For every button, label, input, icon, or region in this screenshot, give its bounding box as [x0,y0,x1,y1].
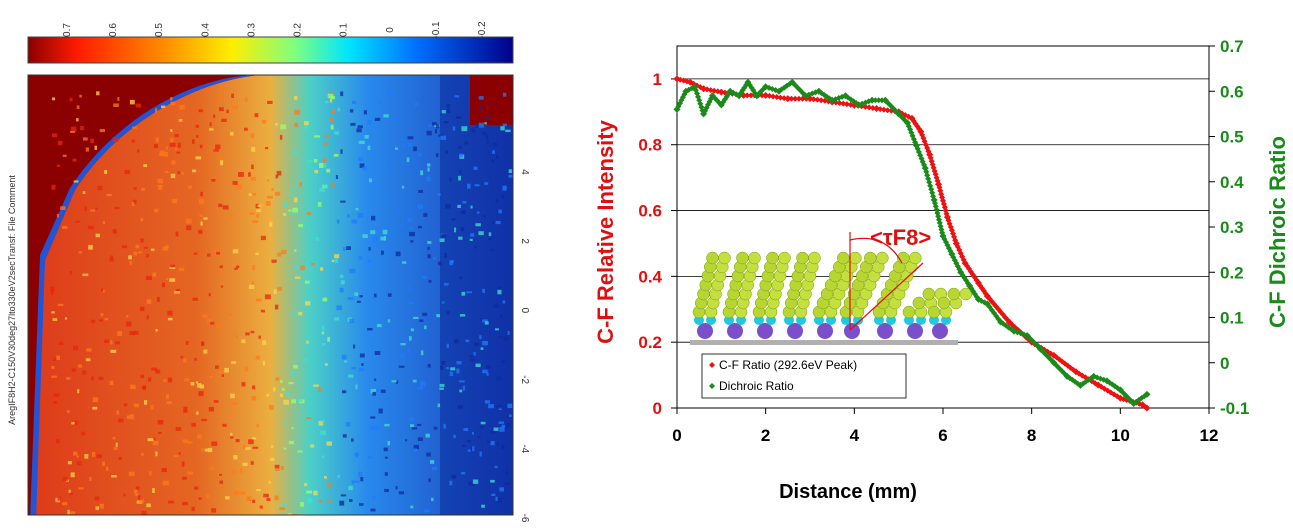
y-axis-ticks: 0 0.2 0.4 0.6 0.8 1 [638,70,677,418]
y-axis-label: C-F Relative Intensity [593,119,618,343]
colorbar-tick-label: -0.1 [431,21,442,39]
y2-tick-label: -0.1 [1220,399,1249,418]
legend-box [701,353,907,399]
y2-tick-label: 0.5 [1220,128,1244,147]
dichroic-ratio-point [828,96,836,104]
x-tick-label: 4 [850,426,860,445]
y2-tick-label: 0.2 [1220,263,1244,282]
cf-ratio-point [762,91,770,99]
map-y-tick-label: -4 [519,444,530,453]
y-tick-label: 0.4 [638,267,662,286]
dichroic-ratio-point [1023,332,1031,340]
colorbar-tick-label: 0 [385,27,396,33]
y2-axis-ticks: -0.1 0 0.1 0.2 0.3 0.4 0.5 0.6 0.7 [1209,37,1249,418]
dichroic-ratio-point [948,250,956,258]
colorbar-tick-label: 0.4 [200,23,211,37]
colorbar [27,36,514,64]
dichroic-ratio-point [708,92,716,100]
series-dichroic-ratio [673,78,1151,407]
x-tick-label: 12 [1200,426,1219,445]
y2-tick-label: 0.4 [1220,173,1244,192]
cf-ratio-point [917,128,925,136]
cf-ratio-point [943,213,951,221]
legend-label-dichroic: Dichroic Ratio [719,379,794,393]
map-y-tick-label: 2 [519,238,530,244]
map-side-label: AregIF8H2-C150V30deg27lto330eV2secTransf… [7,175,17,425]
cf-ratio-point [873,105,880,113]
dichroic-ratio-point [1143,390,1151,398]
colorbar-tick-label: 0.3 [246,23,257,37]
molecule-illustration [690,251,973,345]
x-tick-label: 8 [1027,426,1036,445]
dichroic-ratio-point [868,96,876,104]
dichroic-ratio-point [1010,327,1018,335]
dichroic-ratio-point [815,87,823,95]
cf-ratio-point [717,88,725,96]
intensity-map-panel: 0.7 0.6 0.5 0.4 0.3 0.2 0.1 0 -0.1 -0.2 AregIF8H2… [0,0,560,527]
dichroic-ratio-point [691,83,699,91]
dichroic-ratio-point [1076,381,1084,389]
y2-tick-label: 0.7 [1220,37,1244,56]
legend: C-F Ratio (292.6eV Peak) Dichroic Ratio [701,353,907,399]
map-y-tick-label: -6 [519,514,530,523]
dichroic-ratio-point [682,87,690,95]
legend-label-cf: C-F Ratio (292.6eV Peak) [719,358,857,372]
dichroic-ratio-point [775,87,783,95]
map-y-tick-label: 0 [519,308,530,314]
legend-marker-cf [709,362,715,368]
y-tick-label: 0.2 [638,333,662,352]
cf-ratio-point [983,292,991,300]
cf-intensity-chart: 0 2 4 6 8 10 12 0 0.2 0.4 0.6 0.8 1 -0.1 0 0.1 0.2 0.3 0… [593,37,1290,503]
x-tick-label: 6 [938,426,947,445]
cf-ratio-point [850,101,858,109]
dichroic-ratio-point [762,83,770,91]
colorbar-tick-label: -0.2 [477,21,488,39]
tilt-angle-arc [849,237,903,264]
tilt-vector-line [849,262,924,331]
colorbar-tick-label: 0.5 [154,23,165,37]
y-tick-label: 0.8 [638,136,662,155]
x-tick-label: 10 [1111,426,1130,445]
y2-tick-label: 0.6 [1220,82,1244,101]
map-y-ticks: 4 2 0 -2 -4 -6 [519,169,530,523]
x-tick-label: 0 [672,426,681,445]
intensity-map-figure: 0.7 0.6 0.5 0.4 0.3 0.2 0.1 0 -0.1 -0.2 AregIF8H2… [7,21,530,523]
dichroic-ratio-point [881,96,889,104]
colorbar-tick-label: 0.2 [293,23,304,37]
y-tick-label: 1 [653,70,662,89]
y-tick-label: 0 [653,399,662,418]
x-axis-label: Distance (mm) [779,481,917,503]
y2-tick-label: 0 [1220,354,1229,373]
colorbar-tick-label: 0.1 [339,23,350,37]
dichroic-ratio-point [1090,372,1098,380]
y2-axis-label: C-F Dichroic Ratio [1265,136,1290,328]
legend-marker-dichroic [709,383,715,389]
intensity-map-image [28,75,513,515]
cf-ratio-point [1094,381,1102,389]
dichroic-ratio-point [726,87,734,95]
colorbar-tick-label: 0.6 [108,23,119,37]
dichroic-ratio-point [983,300,991,308]
cf-ratio-point [784,95,792,103]
y-tick-label: 0.6 [638,202,662,221]
colorbar-ticks: 0.7 0.6 0.5 0.4 0.3 0.2 0.1 0 -0.1 -0.2 [62,21,488,39]
x-axis-ticks: 0 2 4 6 8 10 12 [672,408,1218,445]
line-chart-panel: 0 2 4 6 8 10 12 0 0.2 0.4 0.6 0.8 1 -0.1 0 0.1 0.2 0.3 0… [580,0,1293,527]
tau-annotation: <τF8> [870,225,931,250]
dichroic-ratio-point [1050,359,1058,367]
map-y-tick-label: 4 [519,169,530,175]
x-tick-label: 2 [761,426,770,445]
dichroic-ratio-point [744,78,752,86]
y2-tick-label: 0.3 [1220,218,1244,237]
y2-tick-label: 0.1 [1220,309,1244,328]
cf-ratio-point [1143,404,1151,412]
cf-ratio-point [1050,351,1058,359]
colorbar-tick-label: 0.7 [62,23,73,37]
map-y-tick-label: -2 [519,375,530,384]
dichroic-ratio-point [912,142,920,150]
